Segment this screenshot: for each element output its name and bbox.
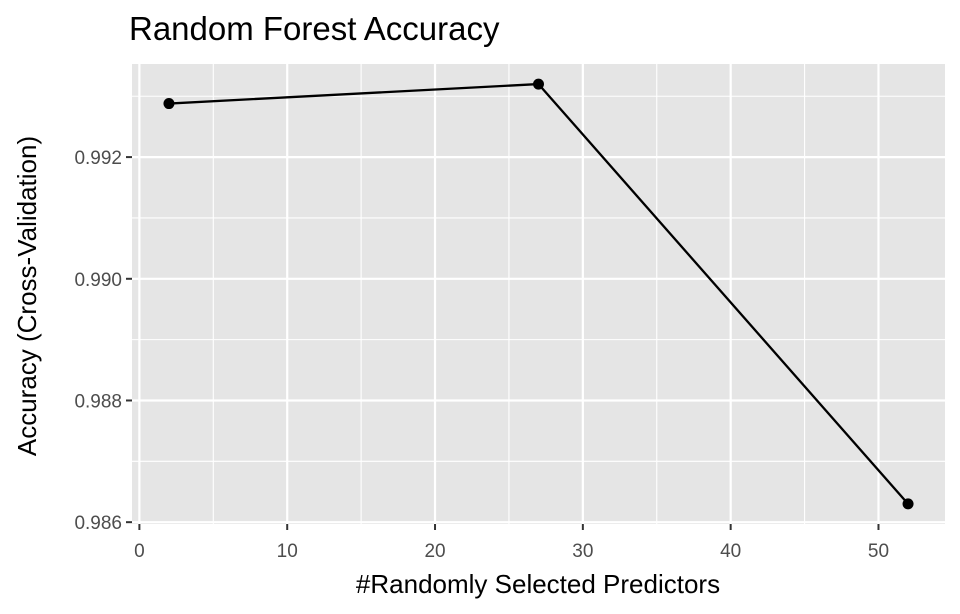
data-point: [533, 78, 544, 90]
y-axis: 0.986 0.988 0.990 0.992: [74, 148, 132, 534]
series-layer: [163, 78, 914, 510]
y-tick-label: 0.990: [74, 270, 122, 291]
x-axis-title: #Randomly Selected Predictors: [356, 569, 720, 599]
x-tick-label: 30: [572, 541, 593, 562]
x-tick-label: 0: [134, 541, 145, 562]
plot-panel: [132, 64, 945, 524]
y-axis-title: Accuracy (Cross-Validation): [12, 136, 42, 456]
major-grid: [132, 64, 945, 524]
minor-grid: [132, 64, 945, 524]
y-tick-label: 0.992: [74, 148, 122, 169]
x-tick-label: 40: [720, 541, 741, 562]
y-tick-label: 0.988: [74, 391, 122, 412]
data-point: [902, 498, 914, 510]
x-tick-label: 10: [277, 541, 298, 562]
y-tick-label: 0.986: [74, 513, 122, 534]
x-axis: 0 10 20 30 40 50: [134, 524, 889, 562]
x-tick-label: 20: [424, 541, 445, 562]
x-tick-label: 50: [868, 541, 889, 562]
data-point: [163, 98, 175, 110]
chart-title: Random Forest Accuracy: [129, 10, 500, 47]
